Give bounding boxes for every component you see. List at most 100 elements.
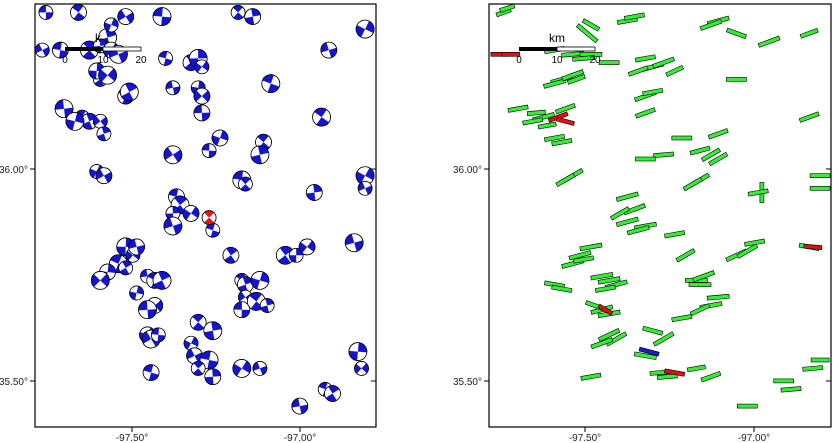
strain-bar-green	[561, 69, 585, 82]
beachball-symbol	[65, 111, 85, 131]
strain-bar-green	[597, 328, 621, 342]
strain-bar-blue	[638, 346, 660, 357]
strain-bar-green	[708, 151, 729, 167]
strain-bar-red	[597, 303, 614, 316]
strain-bar-green	[652, 56, 676, 69]
strain-bar-green	[652, 331, 675, 347]
beachball-symbol	[194, 59, 210, 75]
beachball-symbol	[38, 5, 54, 20]
right-scale-white	[556, 46, 596, 52]
strain-bar-green	[566, 74, 586, 85]
strain-bar-green	[580, 372, 602, 381]
beachball-symbol	[222, 246, 240, 264]
strain-bar-green	[773, 378, 795, 384]
strain-bar-green	[642, 87, 664, 97]
strain-bar-green	[688, 282, 712, 287]
left-y-tick-label: 36.00°	[0, 165, 28, 176]
strain-bar-green	[699, 18, 723, 31]
strain-bar-red	[501, 51, 521, 57]
right-y-tick-label: 35.50°	[453, 377, 482, 388]
strain-bar-green	[700, 371, 722, 383]
beachball-symbol	[275, 245, 295, 265]
beachball-symbol	[150, 327, 166, 343]
strain-bar-green	[664, 230, 686, 239]
beachball-symbol	[261, 74, 281, 93]
beachball-symbol	[190, 361, 206, 376]
strain-bar-green	[799, 27, 819, 39]
beachball-symbol	[95, 167, 113, 185]
strain-bar-green	[543, 133, 566, 143]
beachball-symbol	[90, 271, 110, 290]
beachball-symbol	[244, 8, 262, 25]
beachball-symbol	[204, 368, 222, 386]
beachball-symbol	[291, 397, 309, 415]
strain-bar-green	[810, 357, 830, 363]
beachball-symbol	[193, 87, 211, 105]
beachball-symbol	[142, 364, 160, 381]
strain-bar-green	[626, 225, 650, 236]
strain-bar-green	[634, 107, 656, 119]
left-scale-white	[102, 46, 142, 52]
strain-bar-green	[507, 104, 529, 113]
beachball-symbol	[357, 180, 373, 196]
beachball-symbol	[238, 176, 253, 192]
beachball-symbol	[158, 51, 173, 66]
right-scale-label-0: 0	[516, 55, 522, 66]
beachball-symbol	[252, 361, 268, 376]
right-y-tick-label: 36.00°	[453, 165, 482, 176]
strain-bar-green	[594, 284, 616, 293]
strain-bar-green	[590, 337, 614, 350]
left-scale-unit: k	[95, 31, 102, 45]
strain-bar-green	[554, 103, 576, 115]
strain-bar-green	[568, 250, 592, 261]
strain-bar-green	[526, 109, 546, 117]
strain-bar-green	[573, 255, 595, 264]
beachball-symbol	[34, 42, 50, 58]
right-x-tick-label: -97.00°	[738, 433, 770, 443]
left-scale-bar: 0 10 20 k	[62, 31, 147, 66]
beachball-symbol	[288, 247, 304, 263]
beachball-symbol	[201, 143, 217, 158]
strain-bar-green	[744, 238, 766, 247]
beachball-symbol	[344, 233, 364, 253]
strain-bar-green	[726, 77, 747, 82]
left-ticks	[30, 168, 376, 432]
strain-bar-green	[555, 172, 576, 188]
beachball-layer	[34, 4, 375, 415]
beachball-symbol	[96, 126, 112, 142]
beachball-symbol	[354, 361, 369, 376]
beachball-symbol	[163, 216, 183, 236]
strain-bar-green	[609, 206, 631, 221]
strain-bar-green	[633, 351, 657, 361]
beachball-symbol	[250, 145, 270, 165]
strain-bar-green	[802, 365, 824, 372]
strain-bar-green	[686, 364, 706, 373]
beachball-symbol	[183, 335, 199, 351]
beachball-symbol	[70, 4, 87, 21]
beachball-symbol	[259, 298, 275, 313]
beachball-symbol	[250, 271, 270, 290]
right-scale-unit: km	[549, 31, 565, 45]
beachball-symbol	[103, 17, 119, 33]
left-y-tick-label: 35.50°	[0, 377, 28, 388]
strain-bar-green	[615, 216, 639, 227]
beachball-symbol	[320, 41, 338, 59]
strain-bar-green	[653, 151, 675, 158]
strain-bar-green	[627, 65, 649, 77]
strain-bar-green	[692, 270, 716, 283]
strain-bar-red	[664, 368, 686, 377]
beachball-symbol	[52, 41, 69, 59]
left-x-tick-label: -97.50°	[116, 433, 148, 443]
beachball-symbol	[92, 113, 108, 129]
beachball-symbol	[203, 321, 223, 341]
strain-bar-green	[551, 138, 573, 147]
beachball-symbol	[129, 285, 144, 301]
left-scale-black	[65, 47, 103, 51]
right-map-panel: 0 10 20 km -97.50° -97.00° 36.00° 35.50°	[453, 3, 832, 443]
strain-bar-green	[725, 27, 747, 39]
left-scale-label-20: 20	[135, 55, 147, 66]
strain-bar-green	[798, 111, 820, 123]
strain-bar-green	[671, 314, 693, 323]
strain-bar-green	[551, 284, 573, 293]
